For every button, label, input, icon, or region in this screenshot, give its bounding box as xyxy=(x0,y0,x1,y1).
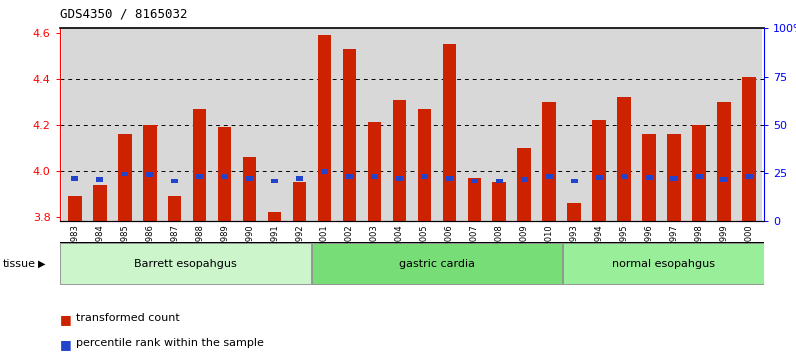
Bar xyxy=(267,212,282,221)
Bar xyxy=(667,134,681,221)
Text: transformed count: transformed count xyxy=(76,313,180,323)
Bar xyxy=(693,125,706,221)
Bar xyxy=(646,175,653,180)
FancyBboxPatch shape xyxy=(564,243,763,284)
Text: tissue: tissue xyxy=(2,259,35,269)
Bar xyxy=(168,196,181,221)
Bar xyxy=(118,134,131,221)
Bar xyxy=(443,44,456,221)
Bar xyxy=(420,174,428,179)
Bar xyxy=(271,179,279,183)
Bar xyxy=(618,97,631,221)
Bar xyxy=(321,169,328,174)
Text: percentile rank within the sample: percentile rank within the sample xyxy=(76,338,264,348)
Bar xyxy=(318,35,331,221)
Bar xyxy=(193,109,206,221)
Bar xyxy=(392,99,406,221)
Bar xyxy=(237,28,262,221)
Bar xyxy=(512,28,537,221)
Text: GDS4350 / 8165032: GDS4350 / 8165032 xyxy=(60,8,187,21)
Text: ▶: ▶ xyxy=(38,259,45,269)
Bar xyxy=(371,174,378,179)
Bar xyxy=(112,28,137,221)
Bar xyxy=(592,120,607,221)
Bar xyxy=(345,174,353,179)
Bar xyxy=(717,102,731,221)
Bar xyxy=(337,28,362,221)
Bar xyxy=(562,28,587,221)
Bar xyxy=(62,28,88,221)
Bar xyxy=(462,28,487,221)
Bar xyxy=(446,176,453,181)
Bar xyxy=(187,28,212,221)
Bar xyxy=(467,178,482,221)
Bar xyxy=(362,28,387,221)
FancyBboxPatch shape xyxy=(312,243,563,284)
Bar xyxy=(687,28,712,221)
Text: ■: ■ xyxy=(60,338,72,351)
Bar xyxy=(220,174,228,179)
Bar xyxy=(142,125,157,221)
Bar xyxy=(537,28,562,221)
Bar xyxy=(287,28,312,221)
Bar xyxy=(517,148,531,221)
Bar xyxy=(670,176,678,181)
Bar xyxy=(736,28,762,221)
Bar xyxy=(312,28,337,221)
Bar xyxy=(595,175,603,180)
Bar xyxy=(88,28,112,221)
Text: Barrett esopahgus: Barrett esopahgus xyxy=(134,259,237,269)
Bar xyxy=(243,157,256,221)
Bar xyxy=(637,28,661,221)
Bar xyxy=(396,176,404,181)
Bar xyxy=(470,179,478,183)
Bar xyxy=(696,174,703,179)
Bar xyxy=(542,102,556,221)
Bar xyxy=(621,174,628,179)
Bar xyxy=(121,172,128,176)
Text: ■: ■ xyxy=(60,313,72,326)
Bar xyxy=(137,28,162,221)
Bar xyxy=(96,177,103,182)
FancyBboxPatch shape xyxy=(60,243,310,284)
Bar xyxy=(387,28,412,221)
Bar xyxy=(196,174,203,179)
Text: gastric cardia: gastric cardia xyxy=(399,259,475,269)
Bar xyxy=(368,122,381,221)
Bar xyxy=(93,184,107,221)
Bar xyxy=(496,179,503,183)
Bar xyxy=(521,177,528,182)
Bar xyxy=(568,203,581,221)
Bar xyxy=(418,109,431,221)
Bar xyxy=(212,28,237,221)
Bar xyxy=(171,179,178,183)
Bar xyxy=(296,176,303,181)
Bar xyxy=(246,176,253,181)
Bar xyxy=(612,28,637,221)
Bar xyxy=(743,76,756,221)
Bar xyxy=(437,28,462,221)
Bar xyxy=(68,196,81,221)
Bar xyxy=(587,28,612,221)
Bar xyxy=(493,182,506,221)
Bar xyxy=(642,134,656,221)
Bar xyxy=(712,28,736,221)
Bar xyxy=(661,28,687,221)
Bar xyxy=(293,182,306,221)
Bar xyxy=(146,172,154,177)
Bar xyxy=(262,28,287,221)
Text: normal esopahgus: normal esopahgus xyxy=(612,259,715,269)
Bar xyxy=(545,174,553,179)
Bar xyxy=(162,28,187,221)
Bar xyxy=(217,127,232,221)
Bar xyxy=(412,28,437,221)
Bar xyxy=(487,28,512,221)
Bar xyxy=(71,176,79,181)
Bar xyxy=(342,49,357,221)
Bar xyxy=(745,174,753,179)
Bar xyxy=(571,179,578,183)
Bar xyxy=(720,177,728,182)
